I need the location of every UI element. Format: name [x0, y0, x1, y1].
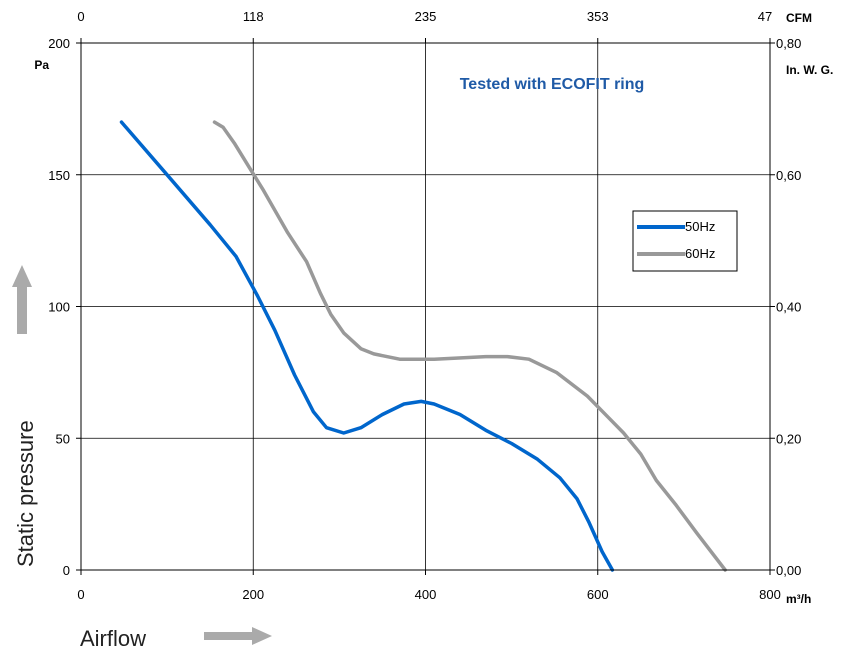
- right-tick-label: 0,60: [776, 168, 801, 183]
- x-tick-label: 800: [759, 587, 781, 602]
- y-arrow-icon: [12, 265, 32, 334]
- x-unit-label: m³/h: [786, 592, 811, 606]
- y-tick-label: 100: [48, 300, 70, 315]
- right-tick-label: 0,40: [776, 300, 801, 315]
- y-tick-label: 50: [56, 431, 70, 446]
- y-unit-label: Pa: [34, 58, 49, 72]
- legend-label-60hz: 60Hz: [685, 246, 715, 261]
- top-tick-label: 47: [758, 9, 772, 24]
- y-tick-label: 0: [63, 563, 70, 578]
- x-tick-label: 400: [415, 587, 437, 602]
- top-unit-label: CFM: [786, 11, 812, 25]
- x-tick-label: 600: [587, 587, 609, 602]
- x-tick-label: 0: [77, 587, 84, 602]
- right-tick-label: 0,00: [776, 563, 801, 578]
- series-layer: [119, 120, 727, 572]
- right-tick-label: 0,20: [776, 431, 801, 446]
- y-tick-label: 150: [48, 168, 70, 183]
- x-arrow-icon: [204, 627, 272, 645]
- x-axis-title: Airflow: [80, 626, 146, 651]
- legend: 50Hz 60Hz: [632, 210, 738, 272]
- top-tick-label: 353: [587, 9, 609, 24]
- legend-label-50hz: 50Hz: [685, 219, 715, 234]
- top-tick-label: 0: [77, 9, 84, 24]
- grid: [81, 43, 770, 570]
- x-tick-label: 200: [242, 587, 264, 602]
- top-tick-label: 118: [243, 9, 264, 24]
- y-axis-title: Static pressure: [13, 420, 38, 567]
- top-tick-label: 235: [415, 9, 437, 24]
- right-tick-label: 0,80: [776, 36, 801, 51]
- series-line-50hz: [119, 120, 615, 572]
- right-unit-label: In. W. G.: [786, 63, 833, 77]
- y-tick-label: 200: [48, 36, 70, 51]
- annotation: Tested with ECOFIT ring: [460, 76, 645, 93]
- series-line-60hz: [212, 120, 727, 572]
- axes: [76, 38, 775, 575]
